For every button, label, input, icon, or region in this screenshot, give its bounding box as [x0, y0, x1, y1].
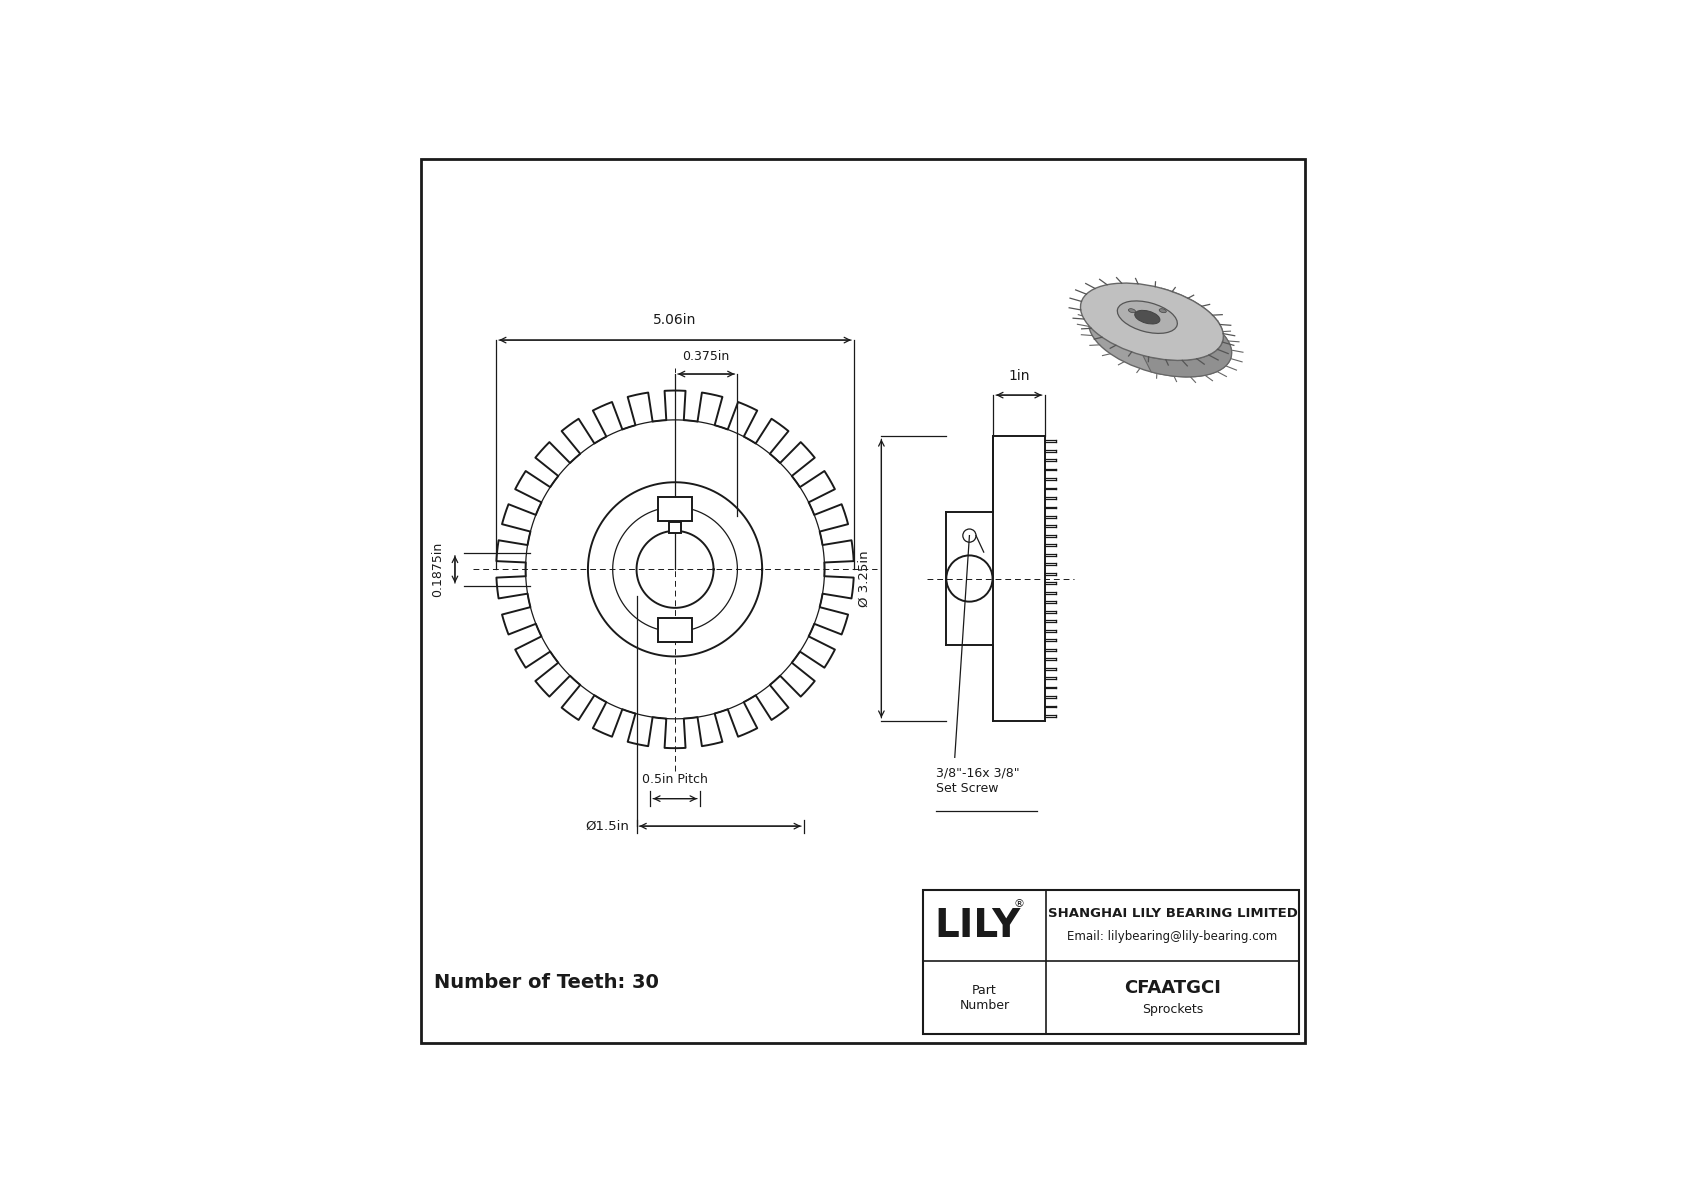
Text: 5.06in: 5.06in	[653, 313, 697, 328]
Ellipse shape	[1159, 308, 1167, 313]
Bar	[923, 891, 1298, 1034]
Ellipse shape	[1081, 283, 1223, 361]
Text: 0.1875in: 0.1875in	[431, 542, 445, 597]
Ellipse shape	[1090, 300, 1231, 376]
Text: ®: ®	[1014, 899, 1026, 909]
Text: Part
Number: Part Number	[960, 984, 1010, 1011]
Bar	[658, 497, 692, 520]
Polygon shape	[1143, 288, 1231, 376]
Text: Ø1.5in: Ø1.5in	[586, 819, 630, 833]
Text: Email: lilybearing@lily-bearing.com: Email: lilybearing@lily-bearing.com	[1068, 930, 1278, 943]
Ellipse shape	[1135, 311, 1160, 324]
Text: 1in: 1in	[1009, 369, 1029, 384]
Ellipse shape	[1118, 301, 1177, 333]
Text: LILY: LILY	[935, 906, 1021, 944]
Text: 0.5in Pitch: 0.5in Pitch	[642, 773, 707, 786]
Text: Number of Teeth: 30: Number of Teeth: 30	[434, 973, 658, 992]
Bar	[669, 522, 680, 532]
Text: 3/8"-16x 3/8"
Set Screw: 3/8"-16x 3/8" Set Screw	[936, 767, 1021, 794]
Text: CFAATGCI: CFAATGCI	[1125, 979, 1221, 997]
Bar	[658, 618, 692, 642]
Text: 0.375in: 0.375in	[682, 350, 729, 363]
Text: SHANGHAI LILY BEARING LIMITED: SHANGHAI LILY BEARING LIMITED	[1047, 908, 1297, 921]
Text: Ø 3.25in: Ø 3.25in	[857, 550, 871, 607]
Text: Sprockets: Sprockets	[1142, 1003, 1202, 1016]
Ellipse shape	[1128, 308, 1135, 313]
